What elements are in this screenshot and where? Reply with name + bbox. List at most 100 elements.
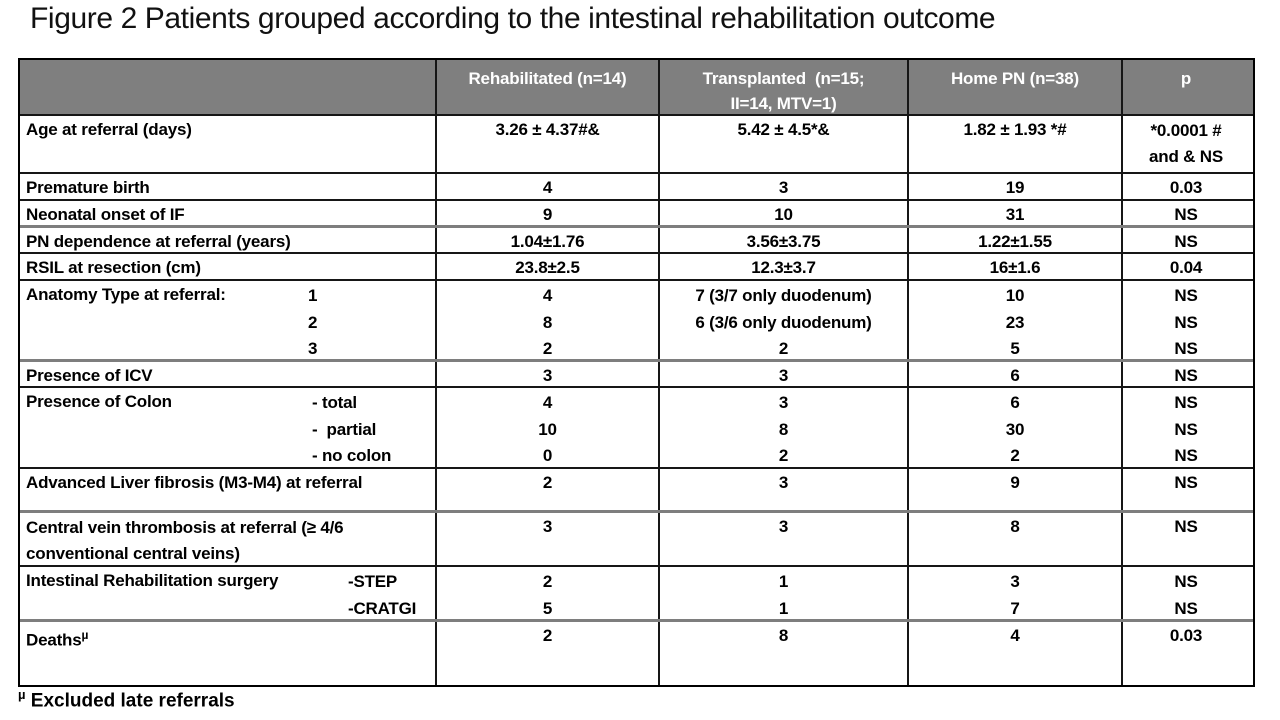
row-label-line: conventional central veins) <box>26 544 240 563</box>
outcome-table: Rehabilitated (n=14) Transplanted (n=15;… <box>18 58 1255 687</box>
row-label: Advanced Liver fibrosis (M3-M4) at refer… <box>20 469 437 510</box>
value-line: 6 <box>1010 393 1020 412</box>
cell-home-pn: 4 <box>909 622 1123 685</box>
cell-home-pn: 16±1.6 <box>909 254 1123 279</box>
p-value-line: NS <box>1174 393 1198 412</box>
cell-home-pn: 6 30 2 <box>909 388 1123 467</box>
table-row-rehab-surgery: Intestinal Rehabilitation surgery -STEP … <box>20 565 1253 619</box>
sublabel: -STEP <box>348 572 398 591</box>
cell-transplanted: 3 <box>660 362 909 386</box>
cell-rehabilitated: 3 <box>437 513 660 565</box>
sublabel: 3 <box>308 339 318 358</box>
row-sublabels: - total - partial - no colon <box>312 390 391 470</box>
table-header-row: Rehabilitated (n=14) Transplanted (n=15;… <box>20 60 1253 114</box>
header-label: Rehabilitated (n=14) <box>468 69 627 88</box>
header-cell-p: p <box>1123 60 1249 114</box>
row-label-text: Presence of Colon <box>26 392 172 411</box>
row-sublabels: 1 2 3 <box>308 283 317 363</box>
cell-home-pn: 3 7 <box>909 567 1123 619</box>
cell-rehabilitated: 4 <box>437 174 660 199</box>
value-line: 2 <box>778 339 789 358</box>
cell-p: NS <box>1174 232 1198 251</box>
table-row-age-at-referral: Age at referral (days) 3.26 ± 4.37#& 5.4… <box>20 114 1253 172</box>
cell-transplanted: 1 1 <box>660 567 909 619</box>
cell-rehabilitated: 9 <box>437 201 660 225</box>
cell-p: 0.03 <box>1169 178 1203 197</box>
cell-home-pn: 1.82 ± 1.93 *# <box>909 116 1123 172</box>
row-label: Deathsµ <box>20 622 437 685</box>
header-cell-transplanted: Transplanted (n=15; II=14, MTV=1) <box>660 60 909 114</box>
cell-transplanted: 3 <box>660 513 909 565</box>
footnote-symbol: µ <box>18 687 26 702</box>
value-line: 8 <box>542 312 553 332</box>
cell-transplanted: 3 <box>660 174 909 199</box>
cell-rehabilitated: 1.04±1.76 <box>437 228 660 252</box>
sublabel: -CRATGI <box>348 598 417 618</box>
value-line: 6 (3/6 only duodenum) <box>695 312 872 332</box>
p-value-line: and & NS <box>1149 147 1223 166</box>
row-label: Neonatal onset of IF <box>20 201 437 225</box>
table-row-deaths: Deathsµ 2 8 4 0.03 <box>20 619 1253 685</box>
p-value-line: NS <box>1174 312 1198 332</box>
table-row-neonatal-onset: Neonatal onset of IF 9 10 31 NS <box>20 199 1253 225</box>
cell-transplanted: 12.3±3.7 <box>660 254 909 279</box>
row-label: Age at referral (days) <box>20 116 437 172</box>
p-value-line: NS <box>1174 286 1198 305</box>
row-label-text: Anatomy Type at referral: <box>26 285 226 304</box>
p-value-line: NS <box>1174 339 1198 358</box>
cell-p: NS <box>1174 473 1198 492</box>
cell-transplanted: 8 <box>660 622 909 685</box>
value-line: 10 <box>538 419 557 439</box>
value-line: 4 <box>542 286 553 305</box>
cell-p: NS <box>1174 205 1198 224</box>
footnote: µ Excluded late referrals <box>18 687 235 712</box>
cell-home-pn: 10 23 5 <box>909 281 1123 359</box>
cell-transplanted: 3 <box>660 469 909 510</box>
value-line: 23 <box>1005 312 1025 332</box>
cell-p: 0.04 <box>1169 258 1203 277</box>
cell-p: NS <box>1174 366 1198 385</box>
row-label: Intestinal Rehabilitation surgery -STEP … <box>20 567 437 619</box>
table-row-rsil: RSIL at resection (cm) 23.8±2.5 12.3±3.7… <box>20 252 1253 279</box>
value-line: 3 <box>1010 572 1020 591</box>
row-label: Presence of Colon - total - partial - no… <box>20 388 437 467</box>
p-value-line: NS <box>1174 419 1198 439</box>
header-cell-rehabilitated: Rehabilitated (n=14) <box>437 60 660 114</box>
table-row-central-vein-thrombosis: Central vein thrombosis at referral (≥ 4… <box>20 510 1253 565</box>
table-row-pn-dependence: PN dependence at referral (years) 1.04±1… <box>20 225 1253 252</box>
cell-home-pn: 6 <box>909 362 1123 386</box>
value-line: 7 <box>1010 598 1020 618</box>
value-line: 2 <box>542 339 553 358</box>
row-label: Premature birth <box>20 174 437 199</box>
cell-rehabilitated: 2 <box>437 469 660 510</box>
header-cell-home-pn: Home PN (n=38) <box>909 60 1123 114</box>
table-row-premature-birth: Premature birth 4 3 19 0.03 <box>20 172 1253 199</box>
table-row-liver-fibrosis: Advanced Liver fibrosis (M3-M4) at refer… <box>20 467 1253 510</box>
value-line: 2 <box>778 446 789 465</box>
cell-rehabilitated: 4 8 2 <box>437 281 660 359</box>
table-row-presence-icv: Presence of ICV 3 3 6 NS <box>20 359 1253 386</box>
row-label: Presence of ICV <box>20 362 437 386</box>
table-row-anatomy-type: Anatomy Type at referral: 1 2 3 4 8 2 7 … <box>20 279 1253 359</box>
sublabel: - partial <box>312 419 377 439</box>
cell-home-pn: 31 <box>909 201 1123 225</box>
cell-home-pn: 1.22±1.55 <box>909 228 1123 252</box>
cell-transplanted: 3 8 2 <box>660 388 909 467</box>
p-value-line: NS <box>1174 446 1198 465</box>
cell-transplanted: 5.42 ± 4.5*& <box>660 116 909 172</box>
p-value-line: *0.0001 # <box>1150 121 1222 140</box>
value-line: 30 <box>1005 419 1025 439</box>
cell-transplanted: 10 <box>660 201 909 225</box>
row-label-line: Central vein thrombosis at referral (≥ 4… <box>26 518 344 537</box>
cell-transplanted: 3.56±3.75 <box>660 228 909 252</box>
sublabel: - total <box>312 393 357 412</box>
footnote-text: Excluded late referrals <box>30 690 235 712</box>
header-label: Home PN (n=38) <box>950 69 1080 88</box>
cell-p: NS NS <box>1123 567 1249 619</box>
value-line: 10 <box>1005 286 1025 305</box>
cell-rehabilitated: 3 <box>437 362 660 386</box>
cell-p: NS <box>1174 517 1198 536</box>
row-label: Central vein thrombosis at referral (≥ 4… <box>20 513 437 565</box>
cell-home-pn: 19 <box>909 174 1123 199</box>
